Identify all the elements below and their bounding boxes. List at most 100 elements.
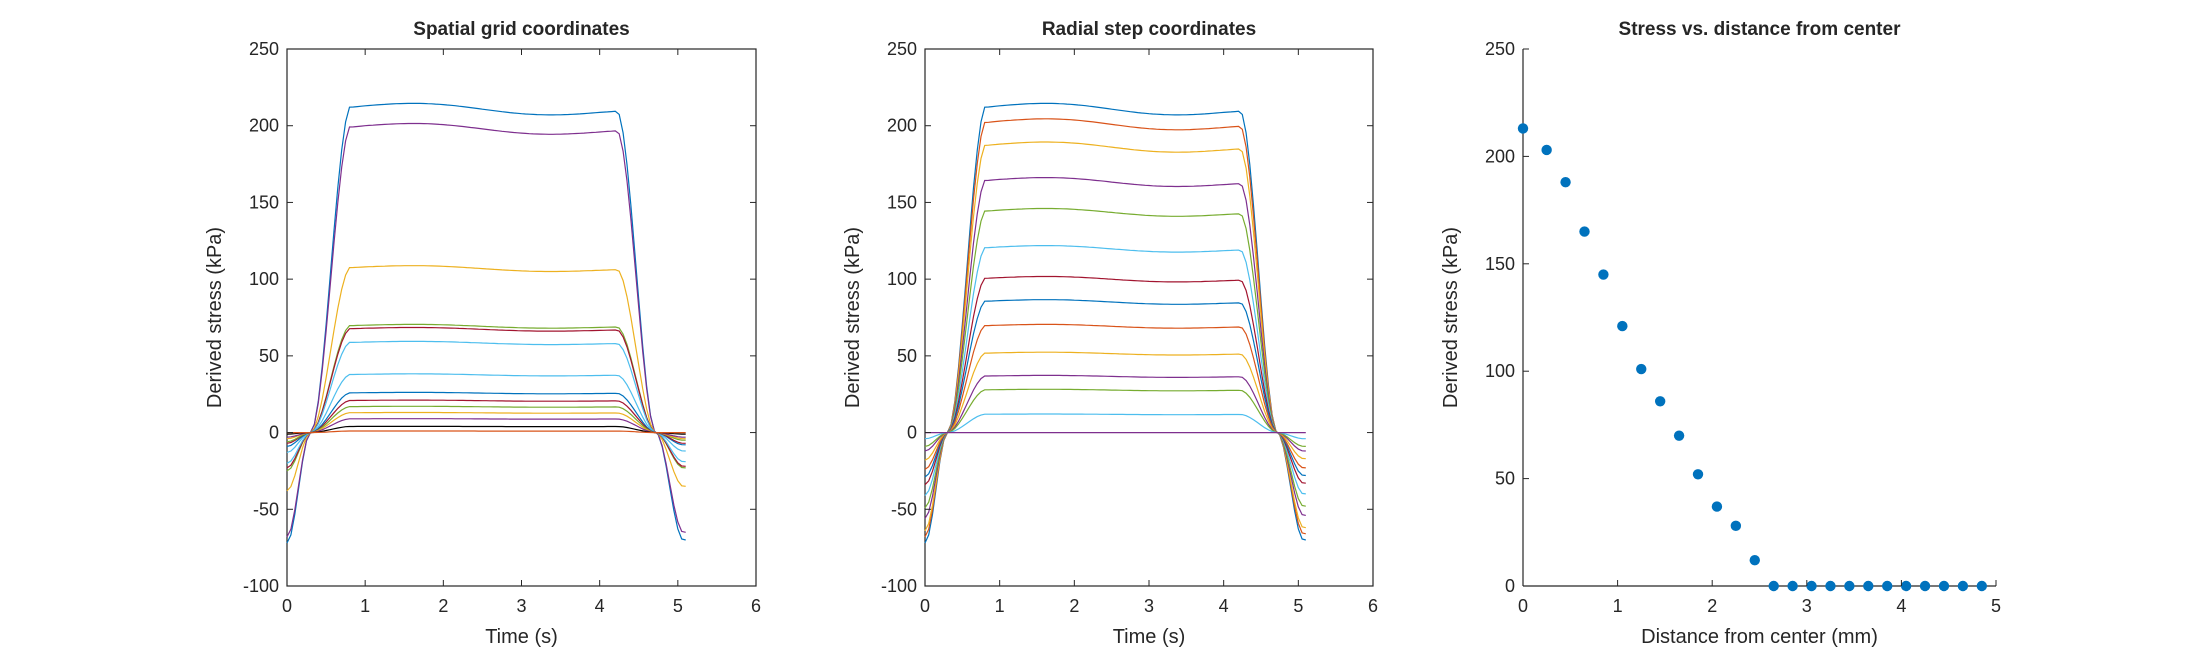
scatter-point bbox=[1560, 176, 1571, 188]
scatter-point bbox=[1919, 580, 1931, 592]
series-line-5 bbox=[924, 245, 1306, 496]
x-tick-label: 1 bbox=[360, 596, 370, 616]
y-tick-label: 100 bbox=[249, 269, 279, 289]
y-tick-label: -100 bbox=[243, 576, 279, 596]
y-axis-label: Derived stress (kPa) bbox=[204, 227, 226, 408]
y-tick-label: 50 bbox=[897, 346, 917, 366]
x-tick-label: 2 bbox=[1069, 596, 1079, 616]
series-line-2 bbox=[924, 141, 1306, 532]
x-tick-label: 6 bbox=[751, 596, 761, 616]
scatter-point bbox=[1517, 123, 1529, 134]
x-tick-label: 0 bbox=[1518, 596, 1528, 616]
y-tick-label: 250 bbox=[887, 39, 917, 59]
scatter-point bbox=[1768, 580, 1779, 592]
x-tick-label: 0 bbox=[282, 596, 292, 616]
series-line-7 bbox=[924, 299, 1306, 478]
series-line-2 bbox=[286, 265, 686, 492]
x-axis-label: Distance from center (mm) bbox=[1641, 626, 1878, 648]
scatter-point bbox=[1598, 269, 1609, 280]
x-tick-label: 4 bbox=[1896, 596, 1906, 616]
scatter-point bbox=[1579, 226, 1590, 237]
y-tick-label: 150 bbox=[1485, 254, 1515, 274]
y-tick-label: 50 bbox=[259, 346, 279, 366]
series-line-5 bbox=[286, 340, 686, 464]
series-line-0 bbox=[286, 102, 686, 544]
series-layer bbox=[1517, 123, 1988, 592]
scatter-point bbox=[1976, 580, 1988, 592]
x-tick-label: 3 bbox=[1802, 596, 1812, 616]
series-line-3 bbox=[924, 177, 1306, 519]
x-tick-label: 1 bbox=[995, 596, 1005, 616]
series-line-12 bbox=[924, 413, 1306, 440]
scatter-point bbox=[1749, 555, 1760, 566]
chart-title: Stress vs. distance from center bbox=[1619, 19, 1902, 40]
scatter-point bbox=[1957, 580, 1969, 592]
scatter-point bbox=[1806, 580, 1817, 592]
x-tick-label: 6 bbox=[1368, 596, 1378, 616]
y-tick-label: 250 bbox=[249, 39, 279, 59]
series-line-3 bbox=[286, 323, 686, 472]
x-tick-label: 5 bbox=[673, 596, 683, 616]
y-tick-label: 50 bbox=[1495, 469, 1515, 489]
series-line-6 bbox=[924, 275, 1306, 486]
series-layer bbox=[286, 102, 686, 544]
plot-area bbox=[286, 48, 757, 587]
scatter-point bbox=[1863, 580, 1874, 592]
panel-spatial-grid: 0 1 2 3 4 5 6 -100 -50 0 50 100 150 200 250 Spatial gr… bbox=[204, 19, 761, 648]
x-tick-label: 4 bbox=[1219, 596, 1229, 616]
series-line-4 bbox=[924, 207, 1306, 509]
y-tick-label: 0 bbox=[907, 423, 917, 443]
y-tick-label: 200 bbox=[887, 116, 917, 136]
scatter-point bbox=[1882, 580, 1893, 592]
series-line-6 bbox=[286, 373, 686, 454]
series-line-9 bbox=[286, 405, 686, 443]
y-tick-label: 0 bbox=[269, 423, 279, 443]
scatter-point bbox=[1541, 144, 1552, 156]
series-line-11 bbox=[286, 418, 686, 438]
scatter-point bbox=[1825, 580, 1836, 592]
scatter-point bbox=[1692, 469, 1704, 480]
x-tick-label: 5 bbox=[1991, 596, 2001, 616]
scatter-point bbox=[1938, 580, 1950, 592]
scatter-point bbox=[1900, 580, 1912, 592]
series-line-4 bbox=[286, 326, 686, 469]
y-tick-label: 200 bbox=[249, 116, 279, 136]
scatter-point bbox=[1654, 396, 1666, 407]
plot-area bbox=[924, 48, 1374, 587]
scatter-point bbox=[1673, 430, 1685, 441]
y-tick-label: 250 bbox=[1485, 39, 1515, 59]
x-tick-label: 0 bbox=[920, 596, 930, 616]
y-tick-label: -100 bbox=[881, 576, 917, 596]
x-tick-label: 2 bbox=[438, 596, 448, 616]
scatter-point bbox=[1636, 363, 1647, 375]
scatter-point bbox=[1844, 580, 1855, 592]
chart-title: Spatial grid coordinates bbox=[413, 19, 629, 40]
series-line-9 bbox=[924, 351, 1306, 461]
tick-layer: 0 1 2 3 4 5 6 -100 -50 0 50 100 150 200 250 bbox=[243, 39, 761, 616]
y-tick-label: 0 bbox=[1505, 576, 1515, 596]
series-line-11 bbox=[924, 388, 1306, 447]
axis-lines bbox=[1522, 49, 1996, 587]
scatter-point bbox=[1711, 501, 1723, 512]
x-tick-label: 5 bbox=[1293, 596, 1303, 616]
series-line-8 bbox=[286, 399, 686, 444]
series-line-10 bbox=[286, 411, 686, 440]
y-axis-label: Derived stress (kPa) bbox=[842, 227, 864, 408]
series-line-1 bbox=[924, 118, 1306, 538]
y-tick-label: 150 bbox=[249, 192, 279, 212]
y-tick-label: 100 bbox=[887, 269, 917, 289]
series-line-13 bbox=[287, 430, 686, 434]
scatter-point bbox=[1787, 580, 1798, 592]
x-axis-label: Time (s) bbox=[1113, 626, 1186, 648]
y-tick-label: 200 bbox=[1485, 146, 1515, 166]
y-tick-label: -50 bbox=[891, 499, 917, 519]
x-tick-label: 1 bbox=[1613, 596, 1623, 616]
x-tick-label: 3 bbox=[1144, 596, 1154, 616]
series-line-1 bbox=[286, 122, 686, 538]
y-axis-label: Derived stress (kPa) bbox=[1440, 227, 1462, 408]
scatter-point bbox=[1617, 320, 1628, 332]
y-tick-label: -50 bbox=[253, 499, 279, 519]
